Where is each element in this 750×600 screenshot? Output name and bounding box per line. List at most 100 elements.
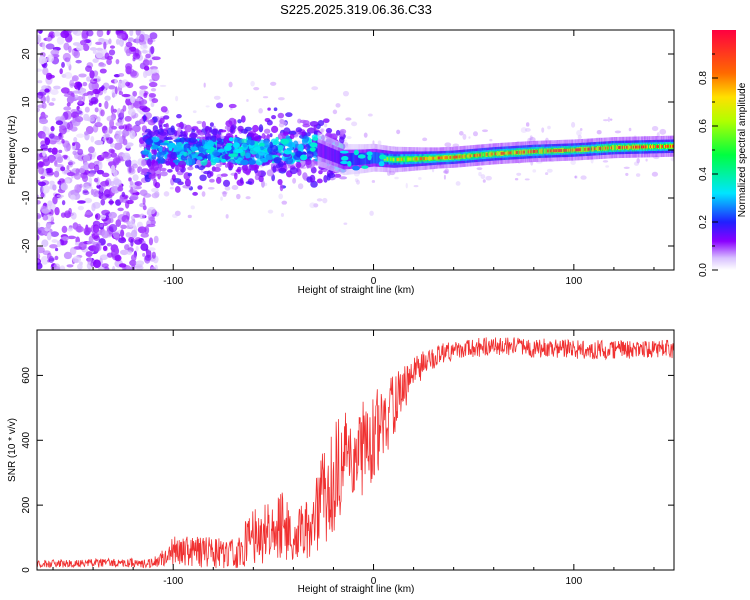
spectrogram-cell <box>288 141 293 148</box>
spectrogram-cell <box>664 144 667 148</box>
spectrogram-cell <box>83 162 90 171</box>
spectrogram-cell <box>378 152 380 164</box>
snr-y-tick-label: 600 <box>21 367 32 384</box>
spectrogram-cell <box>106 115 115 122</box>
spectrogram-cell <box>47 54 54 63</box>
spectrogram-cell <box>53 85 61 90</box>
spectrogram-cell <box>593 147 596 151</box>
spectrogram-cell <box>461 155 464 158</box>
spectrogram-cell <box>37 107 40 113</box>
spectrogram-cell <box>490 152 493 156</box>
spectrogram-cell <box>311 86 319 91</box>
spectrogram-cell <box>99 254 108 261</box>
spectrogram-cell <box>622 145 625 149</box>
spectrogram-cell <box>76 44 84 51</box>
spectrogram-cell <box>107 30 111 35</box>
spectrogram-cell <box>54 164 64 168</box>
spectrogram-cell <box>45 214 55 221</box>
spectrogram-cell <box>356 152 358 166</box>
spectrogram-cell <box>40 192 45 198</box>
spectrogram-cell <box>568 148 571 152</box>
spectrogram-cell <box>207 153 211 162</box>
spectrogram-cell <box>372 140 375 145</box>
spectrogram-cell <box>145 144 151 151</box>
spectrogram-cell <box>84 106 90 113</box>
spectrogram-cell <box>456 155 459 159</box>
spectrogram-cell <box>104 130 110 139</box>
spectrogram-cell <box>422 155 425 162</box>
spectrogram-cell <box>53 31 61 37</box>
spectrogram-cell <box>49 133 55 139</box>
spectrogram-cell <box>347 153 349 166</box>
spectrogram-cell <box>125 232 132 238</box>
spectrogram-cell <box>155 169 161 175</box>
spectrogram-cell <box>373 151 375 164</box>
spectrogram-cell <box>377 152 379 164</box>
spectrogram-cell <box>563 148 566 152</box>
spectrogram-cell <box>115 219 122 227</box>
spectrogram-cell <box>424 157 427 161</box>
snr-y-tick-label: 400 <box>21 431 32 448</box>
spectrogram-cell <box>48 156 55 164</box>
spectrogram-cell <box>135 265 144 270</box>
spectrogram-cell <box>173 144 182 152</box>
spectrogram-cell <box>597 145 600 152</box>
spectrogram-cell <box>570 147 573 153</box>
snr-y-ticks: 0 200 400 600 <box>21 367 674 573</box>
spectrogram-cell <box>277 179 283 186</box>
spectrogram-cell <box>519 150 522 154</box>
spectrogram-cell <box>628 145 631 149</box>
spectrogram-cell <box>74 116 84 123</box>
spectrogram-cell <box>222 191 227 197</box>
spectrogram-cell <box>86 240 96 245</box>
spectrogram-cell <box>489 138 493 142</box>
spectrogram-cell <box>273 139 280 146</box>
spectrogram-cell <box>86 76 91 82</box>
spectrogram-cell <box>73 172 82 180</box>
spectrogram-cell <box>295 150 303 158</box>
spectrogram-cell <box>433 156 436 160</box>
spectrogram-cell <box>150 101 155 108</box>
spectrogram-cell <box>387 157 389 161</box>
spectrogram-cell <box>602 119 609 122</box>
spectrogram-cell <box>258 142 265 148</box>
spectrogram-cell <box>516 151 519 154</box>
spectrogram-cell <box>292 177 297 184</box>
spectrogram-cell <box>98 102 102 108</box>
spectrogram-cell <box>444 156 447 160</box>
spectrogram-cell <box>129 194 139 201</box>
spectrogram-cell <box>301 151 307 156</box>
spectrogram-cell <box>335 129 341 136</box>
spectrogram-cell <box>534 149 537 153</box>
spectrogram-cell <box>210 128 219 136</box>
spectrogram-cell <box>398 157 400 162</box>
spectrogram-cell <box>548 148 551 154</box>
spectrogram-cell <box>352 153 354 166</box>
spectrogram-cell <box>204 125 210 132</box>
spectrogram-cell <box>77 205 84 211</box>
spectrogram-cell <box>102 245 108 251</box>
spectrogram-cell <box>541 149 544 153</box>
spectrogram-y-ticks: -20 -10 0 10 20 <box>21 48 674 253</box>
spectrogram-cell <box>309 142 318 148</box>
spectrogram-cell <box>95 50 104 59</box>
spectrogram-cell <box>301 138 308 145</box>
snr-x-tick-label: 0 <box>371 576 377 587</box>
spectrogram-cell <box>125 158 132 168</box>
spectrogram-cell <box>237 119 242 124</box>
spectrogram-cell <box>175 122 184 128</box>
spectrogram-cell <box>363 152 365 165</box>
spectrogram-cell <box>49 180 55 186</box>
spectrogram-cell <box>261 161 270 166</box>
spectrogram-cell <box>153 148 158 156</box>
spectrogram-cell <box>92 259 101 269</box>
spectrogram-cell <box>440 156 443 160</box>
spectrogram-cell <box>145 53 151 59</box>
spectrogram-cell <box>653 145 656 149</box>
spectrogram-cell <box>236 193 241 200</box>
spectrogram-cell <box>239 177 244 184</box>
spectrogram-cell <box>83 131 89 136</box>
spectrogram-cell <box>545 148 548 154</box>
spectrogram-cell <box>152 163 159 172</box>
spectrogram-cell <box>114 78 118 84</box>
